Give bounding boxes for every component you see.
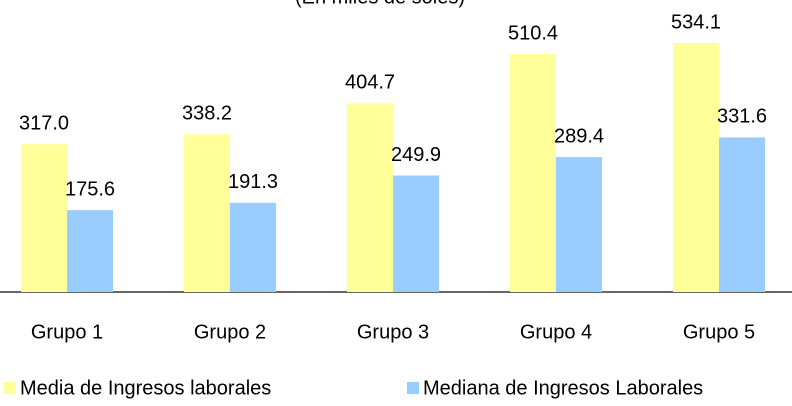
data-label: 249.9 [391, 144, 441, 166]
data-label: 317.0 [19, 112, 69, 134]
data-label: 534.1 [671, 11, 721, 33]
data-label: 191.3 [228, 171, 278, 193]
x-tick-label: Grupo 4 [520, 321, 592, 343]
data-label: 331.6 [717, 106, 767, 128]
legend-label: Media de Ingresos laborales [20, 377, 271, 399]
legend-label: Mediana de Ingresos Laborales [423, 377, 703, 399]
data-label: 338.2 [182, 103, 232, 125]
bar [673, 43, 719, 292]
data-label: 404.7 [345, 72, 395, 94]
data-label: 289.4 [554, 125, 604, 147]
x-tick-label: Grupo 3 [357, 321, 429, 343]
data-label: 510.4 [508, 22, 558, 44]
bar [230, 202, 276, 292]
bar [184, 134, 230, 292]
bar [719, 137, 765, 292]
x-tick-label: Grupo 2 [194, 321, 266, 343]
data-label: 175.6 [65, 178, 115, 200]
bar [393, 175, 439, 292]
legend-swatch [4, 382, 16, 394]
x-tick-label: Grupo 1 [31, 321, 103, 343]
bar [67, 210, 113, 292]
legend-swatch [407, 382, 419, 394]
x-tick-label: Grupo 5 [683, 321, 755, 343]
chart-subtitle: (En miles de soles) [295, 0, 465, 8]
bar [21, 144, 67, 292]
bar [510, 54, 556, 292]
bar [556, 157, 602, 292]
bar [347, 103, 393, 292]
